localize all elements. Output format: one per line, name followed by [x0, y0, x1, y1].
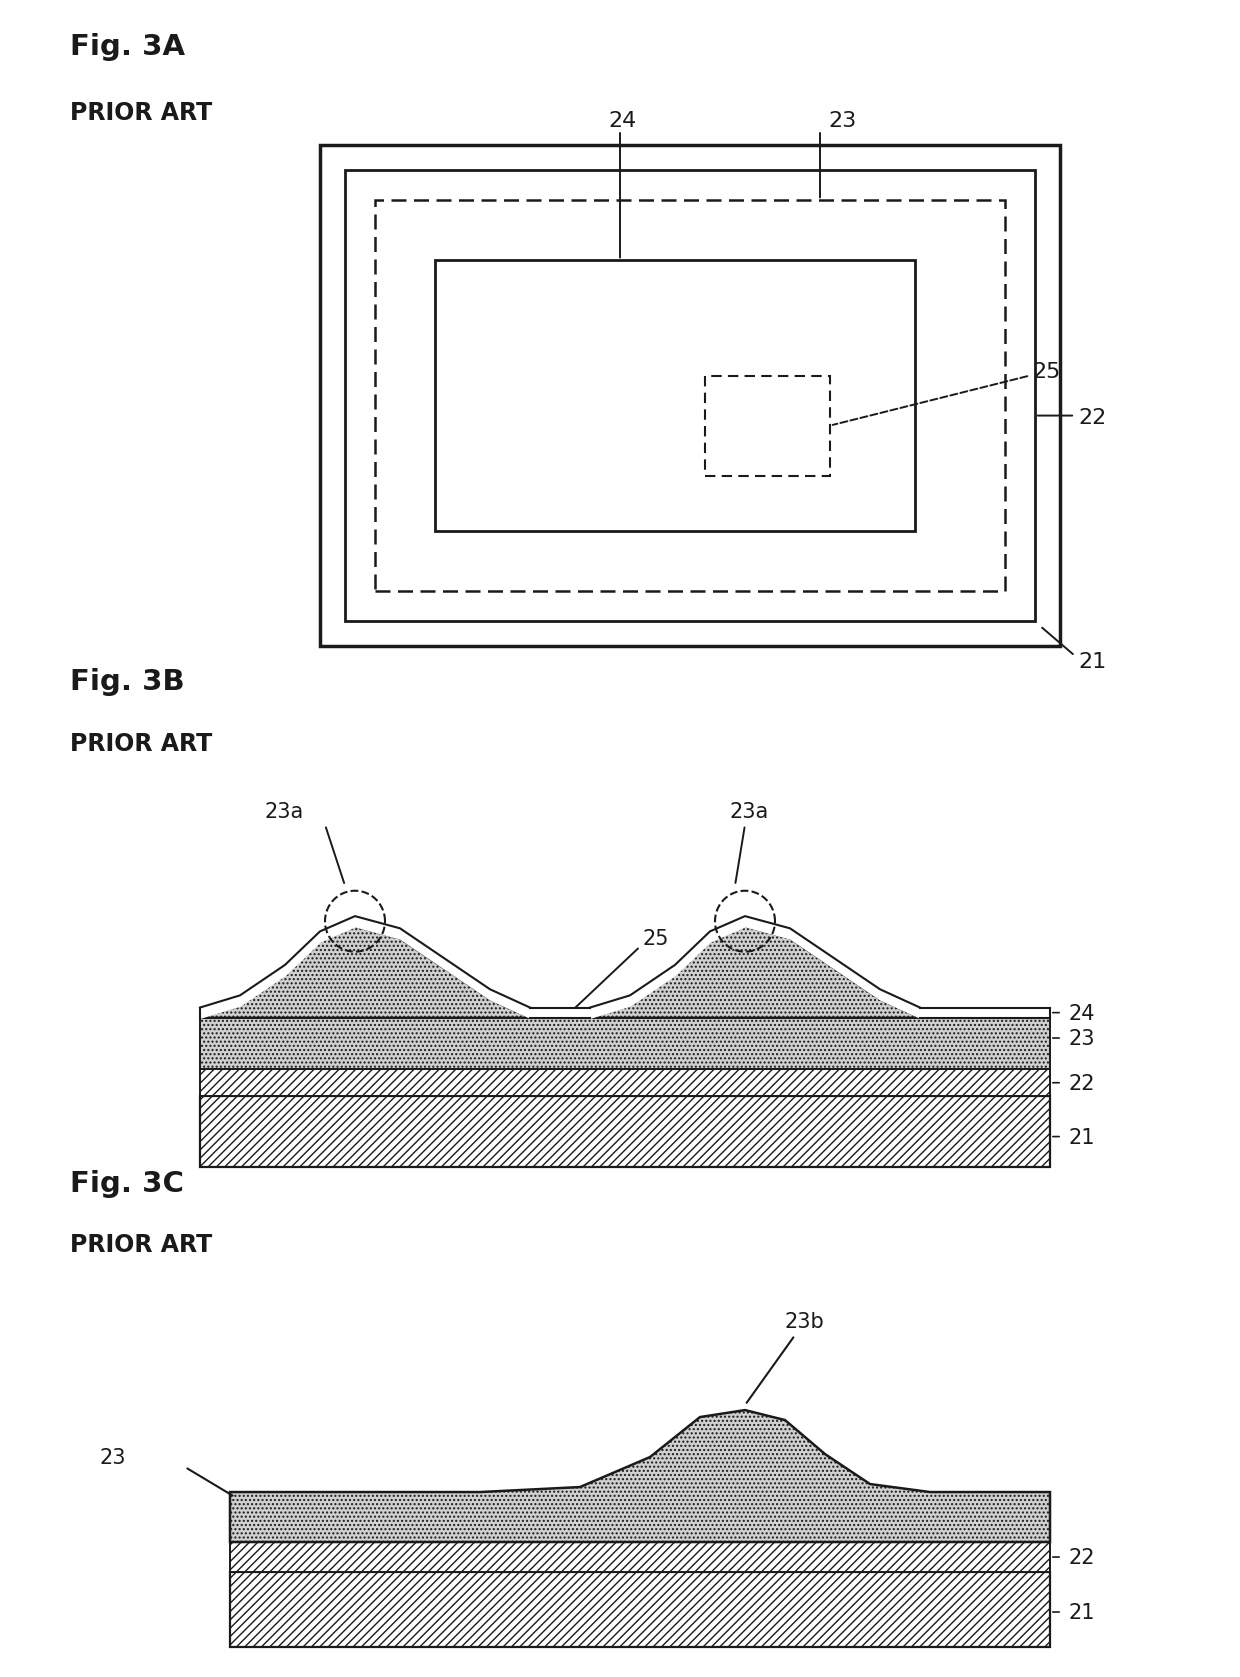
Text: 21: 21: [1078, 652, 1106, 672]
Text: PRIOR ART: PRIOR ART: [69, 101, 212, 126]
Bar: [706, 376, 830, 476]
Bar: [529, 1008, 590, 1018]
Polygon shape: [229, 1410, 1050, 1543]
Bar: [920, 1008, 1050, 1018]
Bar: [345, 171, 1035, 620]
Text: Fig. 3C: Fig. 3C: [69, 1171, 184, 1197]
Bar: [200, 1018, 1050, 1068]
Text: PRIOR ART: PRIOR ART: [69, 1233, 212, 1258]
Bar: [200, 1068, 1050, 1097]
Text: 25: 25: [642, 929, 668, 949]
Bar: [435, 260, 915, 530]
Bar: [229, 1543, 1050, 1571]
Text: 22: 22: [1078, 408, 1106, 428]
Text: Fig. 3B: Fig. 3B: [69, 667, 185, 696]
Text: Fig. 3A: Fig. 3A: [69, 34, 185, 60]
Text: 23a: 23a: [730, 802, 769, 822]
Polygon shape: [590, 926, 920, 1018]
Text: 21: 21: [1068, 1127, 1095, 1147]
Text: 22: 22: [1068, 1548, 1095, 1568]
Bar: [320, 146, 1060, 646]
Text: 25: 25: [1032, 362, 1060, 382]
Text: 23a: 23a: [265, 802, 304, 822]
Text: PRIOR ART: PRIOR ART: [69, 731, 212, 756]
Text: 23b: 23b: [785, 1311, 825, 1332]
Bar: [229, 1571, 1050, 1647]
Polygon shape: [200, 926, 529, 1018]
Text: 23: 23: [828, 111, 857, 131]
Text: 21: 21: [1068, 1603, 1095, 1623]
Text: 23: 23: [100, 1447, 126, 1467]
Text: 23: 23: [1068, 1030, 1095, 1050]
Text: 24: 24: [608, 111, 636, 131]
Bar: [374, 200, 1004, 590]
Text: 22: 22: [1068, 1073, 1095, 1093]
Text: 24: 24: [1068, 1005, 1095, 1023]
Bar: [200, 1097, 1050, 1167]
